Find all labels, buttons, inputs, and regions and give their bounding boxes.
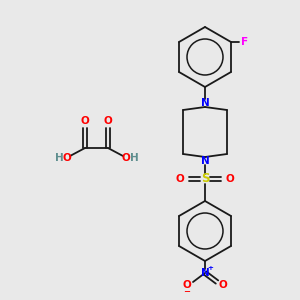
Text: +: + (207, 265, 213, 271)
Text: N: N (201, 98, 209, 108)
Text: S: S (201, 172, 209, 185)
Text: O: O (63, 153, 71, 163)
Text: H: H (55, 153, 63, 163)
Text: O: O (122, 153, 130, 163)
Text: O: O (81, 116, 89, 126)
Text: N: N (201, 268, 209, 278)
Text: O: O (183, 280, 191, 290)
Text: O: O (103, 116, 112, 126)
Text: H: H (130, 153, 138, 163)
Text: F: F (242, 37, 248, 47)
Text: −: − (184, 287, 190, 296)
Text: N: N (201, 156, 209, 166)
Text: O: O (176, 174, 184, 184)
Text: O: O (226, 174, 234, 184)
Text: O: O (219, 280, 227, 290)
